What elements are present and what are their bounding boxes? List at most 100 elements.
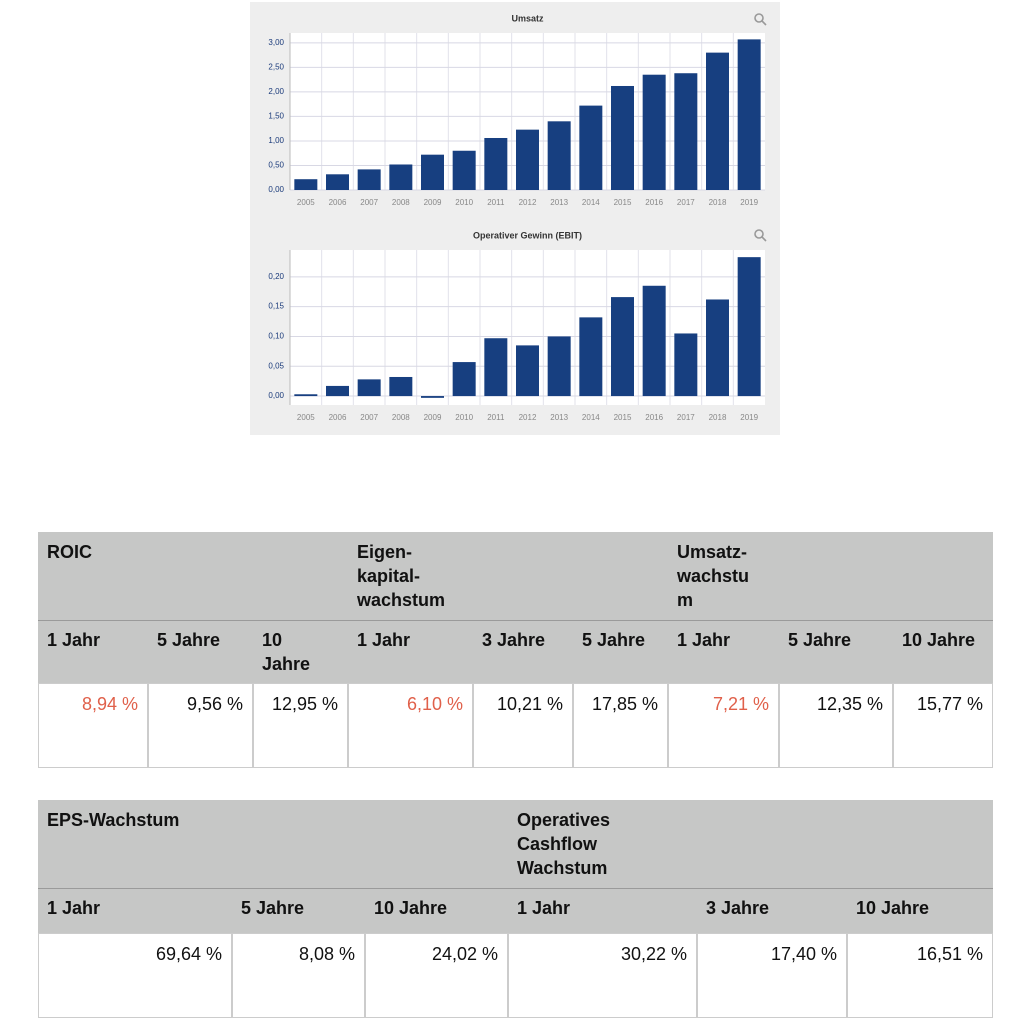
x-tick-label: 2015 <box>614 413 632 422</box>
table-cell: 69,64 % <box>38 933 232 1018</box>
table-cell: 10,21 % <box>473 683 573 768</box>
bar <box>326 385 349 397</box>
table-cell: 16,51 % <box>847 933 993 1018</box>
y-tick-label: 1,50 <box>268 112 284 121</box>
bar <box>294 179 318 190</box>
bar <box>737 39 761 190</box>
bar <box>484 338 508 397</box>
chart-title: Operativer Gewinn (EBIT) <box>473 230 582 240</box>
table-header-bg <box>38 800 993 933</box>
chart-title: Umsatz <box>511 13 544 23</box>
x-tick-label: 2009 <box>424 198 442 207</box>
y-tick-label: 2,50 <box>268 62 284 71</box>
bar <box>642 285 666 397</box>
column-header: 1 Jahr <box>517 898 571 918</box>
table-cell: 12,95 % <box>253 683 348 768</box>
y-tick-label: 0,50 <box>268 161 284 170</box>
y-tick-label: 0,00 <box>268 391 284 400</box>
bar <box>611 297 634 397</box>
column-header: 10 Jahre <box>856 898 930 918</box>
bar <box>452 362 476 397</box>
bar <box>516 129 539 190</box>
y-tick-label: 3,00 <box>268 38 284 47</box>
bar <box>516 345 539 397</box>
bar <box>389 164 413 190</box>
column-header: 5 Jahre <box>582 630 646 650</box>
x-tick-label: 2018 <box>709 198 727 207</box>
x-tick-label: 2019 <box>740 198 758 207</box>
table-cell: 17,85 % <box>573 683 668 768</box>
x-tick-label: 2017 <box>677 198 695 207</box>
x-tick-label: 2019 <box>740 413 758 422</box>
bar <box>421 154 444 190</box>
y-tick-label: 0,20 <box>268 272 284 281</box>
x-tick-label: 2006 <box>329 413 347 422</box>
bar <box>421 396 444 398</box>
x-tick-label: 2014 <box>582 413 600 422</box>
y-tick-label: 1,00 <box>268 136 284 145</box>
x-tick-label: 2016 <box>645 198 663 207</box>
search-icon[interactable] <box>754 229 767 242</box>
x-tick-label: 2008 <box>392 413 410 422</box>
column-header: 1 Jahr <box>47 898 101 918</box>
y-tick-label: 0,05 <box>268 361 284 370</box>
search-icon[interactable] <box>754 13 767 26</box>
y-tick-label: 0,00 <box>268 185 284 194</box>
bar <box>674 333 698 397</box>
table-cell: 9,56 % <box>148 683 253 768</box>
bar <box>642 74 666 190</box>
bar <box>357 379 381 397</box>
x-tick-label: 2010 <box>455 198 473 207</box>
x-tick-label: 2013 <box>550 413 568 422</box>
table-cell: 7,21 % <box>668 683 779 768</box>
x-tick-label: 2009 <box>424 413 442 422</box>
column-header: 10 Jahre <box>902 630 976 650</box>
bar <box>326 174 349 190</box>
column-header: 10 Jahre <box>374 898 448 918</box>
group-header: EPS-Wachstum <box>47 810 180 830</box>
column-header: 5 Jahre <box>788 630 852 650</box>
group-header: Eigen- kapital- wachstum <box>357 542 446 610</box>
group-header: Umsatz- wachstu m <box>677 542 750 610</box>
table-cell: 30,22 % <box>508 933 697 1018</box>
x-tick-label: 2013 <box>550 198 568 207</box>
bar <box>452 150 476 190</box>
y-tick-label: 2,00 <box>268 87 284 96</box>
charts: Umsatz 0,00 0,50 1,00 1,50 2,00 2,50 3,00 2005 20… <box>250 2 780 435</box>
table-cell: 8,08 % <box>232 933 365 1018</box>
header-separator <box>38 888 993 889</box>
y-tick-label: 0,15 <box>268 302 284 311</box>
table-cell: 17,40 % <box>697 933 847 1018</box>
bar <box>547 336 571 397</box>
column-header: 1 Jahr <box>677 630 731 650</box>
group-header: ROIC <box>47 542 92 562</box>
x-tick-label: 2005 <box>297 413 315 422</box>
bar <box>706 52 729 190</box>
x-tick-label: 2006 <box>329 198 347 207</box>
column-header: 5 Jahre <box>241 898 305 918</box>
bar <box>579 317 603 397</box>
bar <box>611 85 634 190</box>
bar <box>389 376 413 397</box>
x-tick-label: 2017 <box>677 413 695 422</box>
bar <box>484 137 508 190</box>
x-tick-label: 2008 <box>392 198 410 207</box>
x-tick-label: 2014 <box>582 198 600 207</box>
x-tick-label: 2015 <box>614 198 632 207</box>
table-cell: 6,10 % <box>348 683 473 768</box>
table-cell: 8,94 % <box>38 683 148 768</box>
bar <box>547 121 571 190</box>
table-header-bg <box>38 532 993 683</box>
bar <box>737 257 761 397</box>
x-tick-label: 2007 <box>360 198 378 207</box>
header-separator <box>38 620 993 621</box>
x-tick-label: 2007 <box>360 413 378 422</box>
column-header: 1 Jahr <box>47 630 101 650</box>
x-tick-label: 2005 <box>297 198 315 207</box>
column-header: 3 Jahre <box>706 898 770 918</box>
group-header: Operatives Cashflow Wachstum <box>517 810 611 878</box>
table-cell: 12,35 % <box>779 683 893 768</box>
x-tick-label: 2012 <box>519 198 537 207</box>
x-tick-label: 2010 <box>455 413 473 422</box>
